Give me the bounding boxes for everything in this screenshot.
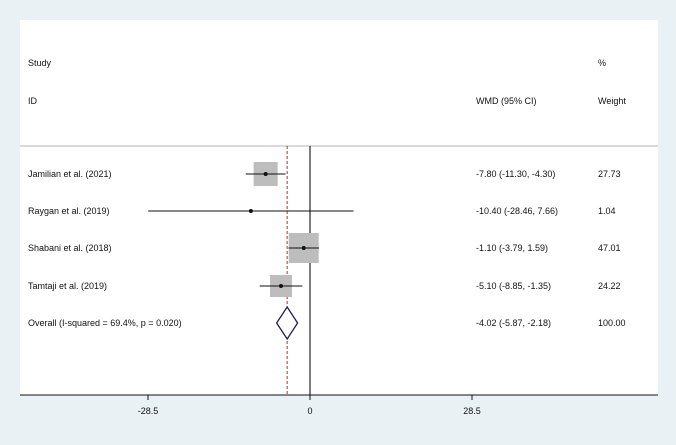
x-tick-label-0: -28.5 (138, 406, 159, 416)
header-weight-percent: % (598, 58, 606, 68)
study-weight: 27.73 (598, 169, 621, 179)
study-point-estimate (248, 209, 253, 213)
study-ci-text: -10.40 (-28.46, 7.66) (476, 206, 558, 216)
header-id: ID (28, 96, 38, 106)
overall-row: Overall (I-squared = 69.4%, p = 0.020) -… (28, 305, 626, 341)
study-row-0: Jamilian et al. (2021) -7.80 (-11.30, -4.… (28, 162, 621, 186)
study-row-2: Shabani et al. (2018) -1.10 (-3.79, 1.59)… (28, 233, 621, 263)
header-effect: WMD (95% CI) (476, 96, 537, 106)
overall-ci-text: -4.02 (-5.87, -2.18) (476, 318, 551, 328)
study-point-estimate (263, 172, 268, 176)
overall-label: Overall (I-squared = 69.4%, p = 0.020) (28, 318, 182, 328)
study-ci-text: -5.10 (-8.85, -1.35) (476, 281, 551, 291)
study-point-estimate (279, 284, 284, 288)
study-label: Jamilian et al. (2021) (28, 169, 112, 179)
study-label: Tamtaji et al. (2019) (28, 281, 107, 291)
overall-diamond (275, 305, 299, 341)
x-tick-label-1: 0 (307, 406, 312, 416)
plot-panel (20, 20, 658, 395)
x-tick-label-2: 28.5 (463, 406, 481, 416)
study-row-3: Tamtaji et al. (2019) -5.10 (-8.85, -1.35… (28, 275, 621, 297)
study-row-1: Raygan et al. (2019) -10.40 (-28.46, 7.66… (28, 206, 616, 216)
study-weight: 47.01 (598, 243, 621, 253)
study-point-estimate (301, 246, 306, 250)
study-ci-text: -7.80 (-11.30, -4.30) (476, 169, 555, 179)
header-weight: Weight (598, 96, 626, 106)
study-ci-text: -1.10 (-3.79, 1.59) (476, 243, 548, 253)
study-weight: 24.22 (598, 281, 621, 291)
header-study: Study (28, 58, 52, 68)
study-label: Raygan et al. (2019) (28, 206, 110, 216)
study-label: Shabani et al. (2018) (28, 243, 112, 253)
overall-weight: 100.00 (598, 318, 626, 328)
study-weight: 1.04 (598, 206, 616, 216)
